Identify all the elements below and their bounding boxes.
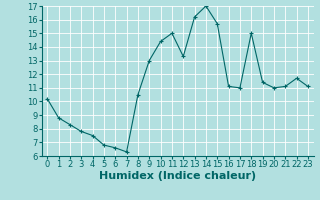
X-axis label: Humidex (Indice chaleur): Humidex (Indice chaleur) (99, 171, 256, 181)
